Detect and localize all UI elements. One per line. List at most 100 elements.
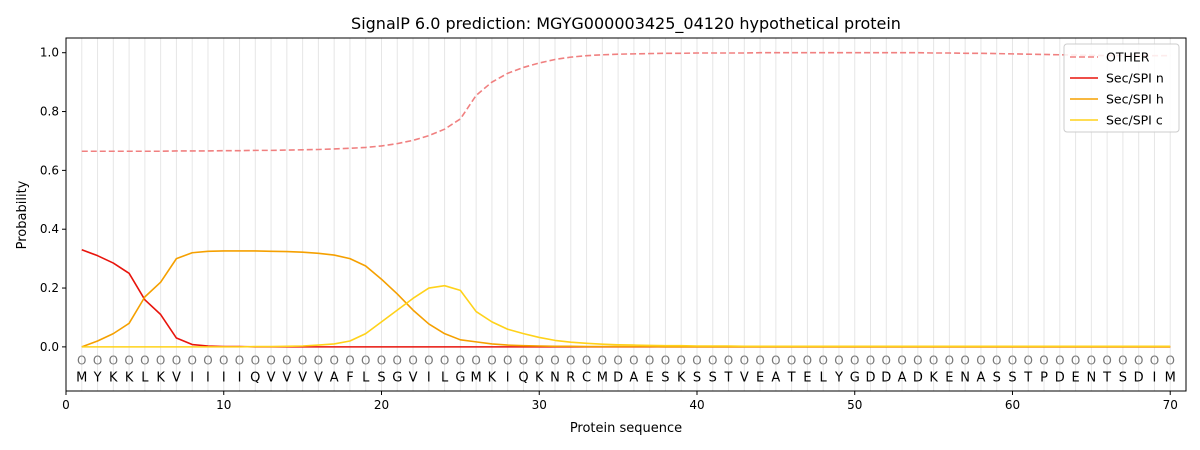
region-marker: O bbox=[487, 354, 496, 368]
region-marker: O bbox=[1102, 354, 1111, 368]
region-marker: O bbox=[945, 354, 954, 368]
sequence-residue: T bbox=[1102, 370, 1111, 385]
sequence-residue: M bbox=[1165, 370, 1176, 385]
x-tick-label: 30 bbox=[532, 398, 547, 412]
sequence-residue: E bbox=[803, 370, 811, 385]
region-marker: O bbox=[235, 354, 244, 368]
plot-frame bbox=[65, 37, 1187, 392]
sequence-residue: D bbox=[1134, 370, 1144, 385]
legend-box bbox=[1063, 43, 1180, 133]
region-marker: O bbox=[1150, 354, 1159, 368]
y-tick-label: 0.6 bbox=[40, 163, 59, 177]
region-marker: O bbox=[787, 354, 796, 368]
region-marker: O bbox=[1165, 354, 1174, 368]
sequence-residue: S bbox=[661, 370, 669, 385]
sequence-residue: V bbox=[298, 370, 307, 385]
sequence-track: OMOYOKOKOLOKOVOIOIOIOIOQOVOVOVOVOAOFOLOS… bbox=[76, 354, 1176, 386]
sequence-residue: L bbox=[141, 370, 149, 385]
region-marker: O bbox=[992, 354, 1001, 368]
sequence-residue: G bbox=[455, 370, 465, 385]
region-marker: O bbox=[172, 354, 181, 368]
sequence-residue: A bbox=[898, 370, 907, 385]
sequence-residue: M bbox=[597, 370, 608, 385]
x-tick-label: 0 bbox=[62, 398, 70, 412]
region-marker: O bbox=[266, 354, 275, 368]
sequence-residue: A bbox=[330, 370, 339, 385]
series-lines bbox=[81, 51, 1171, 348]
sequence-residue: A bbox=[976, 370, 985, 385]
sequence-residue: M bbox=[471, 370, 482, 385]
sequence-residue: P bbox=[1040, 370, 1048, 385]
sequence-residue: F bbox=[346, 370, 353, 385]
sequence-residue: D bbox=[881, 370, 891, 385]
x-tick-label: 10 bbox=[216, 398, 231, 412]
region-marker: O bbox=[440, 354, 449, 368]
region-marker: O bbox=[740, 354, 749, 368]
region-marker: O bbox=[1087, 354, 1096, 368]
residue-grid bbox=[81, 38, 1171, 391]
sequence-residue: I bbox=[506, 370, 510, 385]
x-tick-label: 60 bbox=[1005, 398, 1020, 412]
sequence-residue: D bbox=[865, 370, 875, 385]
region-marker: O bbox=[361, 354, 370, 368]
sequence-residue: A bbox=[629, 370, 638, 385]
legend-label: Sec/SPI n bbox=[1106, 71, 1164, 86]
y-tick-label: 0.2 bbox=[40, 281, 59, 295]
region-marker: O bbox=[1055, 354, 1064, 368]
sequence-residue: V bbox=[172, 370, 181, 385]
sequence-residue: K bbox=[125, 370, 134, 385]
series-line bbox=[81, 249, 1171, 348]
region-marker: O bbox=[708, 354, 717, 368]
legend: OTHER Sec/SPI n Sec/SPI h Sec/SPI c bbox=[1063, 43, 1180, 133]
region-marker: O bbox=[456, 354, 465, 368]
sequence-residue: E bbox=[756, 370, 764, 385]
x-axis-label: Protein sequence bbox=[570, 421, 682, 436]
region-marker: O bbox=[582, 354, 591, 368]
region-marker: O bbox=[282, 354, 291, 368]
region-marker: O bbox=[850, 354, 859, 368]
legend-label: Sec/SPI h bbox=[1106, 92, 1164, 107]
sequence-residue: S bbox=[377, 370, 385, 385]
region-marker: O bbox=[424, 354, 433, 368]
sequence-residue: I bbox=[206, 370, 210, 385]
sequence-residue: E bbox=[646, 370, 654, 385]
sequence-residue: N bbox=[550, 370, 560, 385]
y-tick-label: 0.0 bbox=[40, 340, 59, 354]
region-marker: O bbox=[329, 354, 338, 368]
sequence-residue: A bbox=[771, 370, 780, 385]
chart-title: SignalP 6.0 prediction: MGYG000003425_04… bbox=[351, 14, 901, 34]
sequence-residue: S bbox=[693, 370, 701, 385]
region-marker: O bbox=[109, 354, 118, 368]
sequence-residue: L bbox=[362, 370, 370, 385]
sequence-residue: K bbox=[677, 370, 686, 385]
region-marker: O bbox=[976, 354, 985, 368]
region-marker: O bbox=[882, 354, 891, 368]
sequence-residue: I bbox=[238, 370, 242, 385]
series-line bbox=[81, 284, 1171, 348]
sequence-residue: T bbox=[1023, 370, 1032, 385]
region-marker: O bbox=[1134, 354, 1143, 368]
region-marker: O bbox=[377, 354, 386, 368]
sequence-residue: G bbox=[392, 370, 402, 385]
sequence-residue: R bbox=[566, 370, 575, 385]
sequence-residue: D bbox=[913, 370, 923, 385]
region-marker: O bbox=[1024, 354, 1033, 368]
sequence-residue: S bbox=[709, 370, 717, 385]
sequence-residue: N bbox=[1086, 370, 1096, 385]
sequence-residue: G bbox=[850, 370, 860, 385]
region-marker: O bbox=[203, 354, 212, 368]
region-marker: O bbox=[519, 354, 528, 368]
series-line bbox=[81, 51, 1171, 153]
legend-label: Sec/SPI c bbox=[1106, 113, 1163, 128]
region-marker: O bbox=[471, 354, 480, 368]
sequence-residue: I bbox=[1153, 370, 1157, 385]
sequence-residue: V bbox=[740, 370, 749, 385]
sequence-residue: E bbox=[945, 370, 953, 385]
sequence-residue: E bbox=[1071, 370, 1079, 385]
sequence-residue: S bbox=[1008, 370, 1016, 385]
y-tick-label: 0.8 bbox=[40, 105, 59, 119]
region-marker: O bbox=[566, 354, 575, 368]
sequence-residue: Q bbox=[250, 370, 260, 385]
region-marker: O bbox=[345, 354, 354, 368]
region-marker: O bbox=[503, 354, 512, 368]
